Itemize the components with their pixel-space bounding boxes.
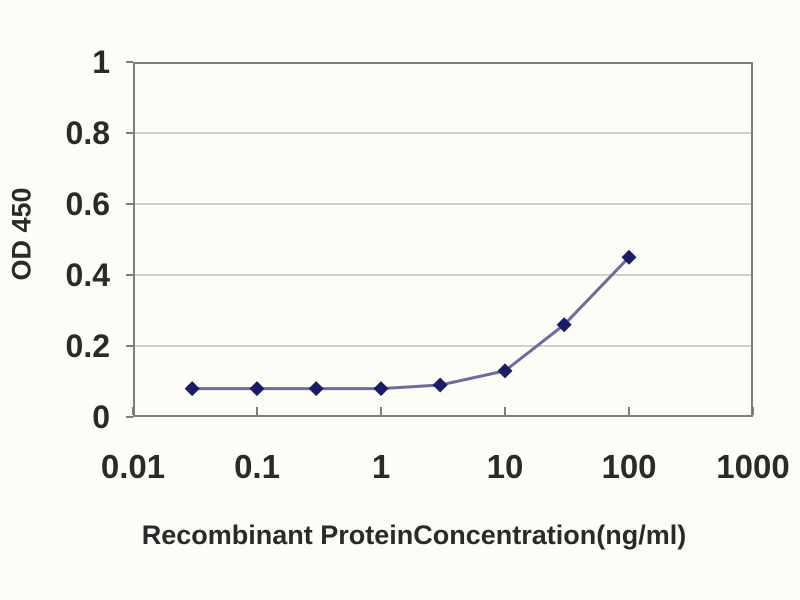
data-point-marker xyxy=(556,317,572,333)
y-tick-label: 0.4 xyxy=(65,257,110,293)
y-tick-label: 0.8 xyxy=(65,115,110,151)
x-tick-mark xyxy=(628,407,630,415)
y-tick-mark xyxy=(126,416,133,418)
data-point-marker xyxy=(308,381,324,397)
series-line xyxy=(192,256,631,391)
y-tick-label: 0.2 xyxy=(65,328,110,364)
gridline xyxy=(135,203,751,205)
x-tick-label: 1000 xyxy=(716,448,790,485)
y-tick-label: 1 xyxy=(92,44,110,80)
y-tick-mark xyxy=(126,345,133,347)
data-point-marker xyxy=(184,381,200,397)
x-tick-label: 100 xyxy=(601,448,657,485)
gridline xyxy=(135,132,751,134)
data-point-marker xyxy=(432,377,448,393)
x-tick-mark xyxy=(752,407,754,415)
x-tick-mark xyxy=(504,407,506,415)
x-tick-mark xyxy=(380,407,382,415)
x-axis-title: Recombinant ProteinConcentration(ng/ml) xyxy=(141,520,687,550)
y-tick-mark xyxy=(126,61,133,63)
gridline xyxy=(135,345,751,347)
data-point-marker xyxy=(249,381,265,397)
data-point-marker xyxy=(497,363,513,379)
gridline xyxy=(135,274,751,276)
data-point-marker xyxy=(373,381,389,397)
y-tick-mark xyxy=(126,132,133,134)
x-tick-label: 10 xyxy=(486,448,524,485)
y-tick-label: 0 xyxy=(92,399,110,435)
y-tick-label: 0.6 xyxy=(65,186,110,222)
data-point-marker xyxy=(621,249,637,265)
y-tick-mark xyxy=(126,274,133,276)
x-tick-mark xyxy=(256,407,258,415)
x-tick-label: 1 xyxy=(371,448,391,485)
plot-area xyxy=(133,62,753,417)
y-tick-mark xyxy=(126,203,133,205)
x-tick-label: 0.1 xyxy=(234,448,280,485)
x-tick-mark xyxy=(132,407,134,415)
x-tick-label: 0.01 xyxy=(100,448,166,485)
